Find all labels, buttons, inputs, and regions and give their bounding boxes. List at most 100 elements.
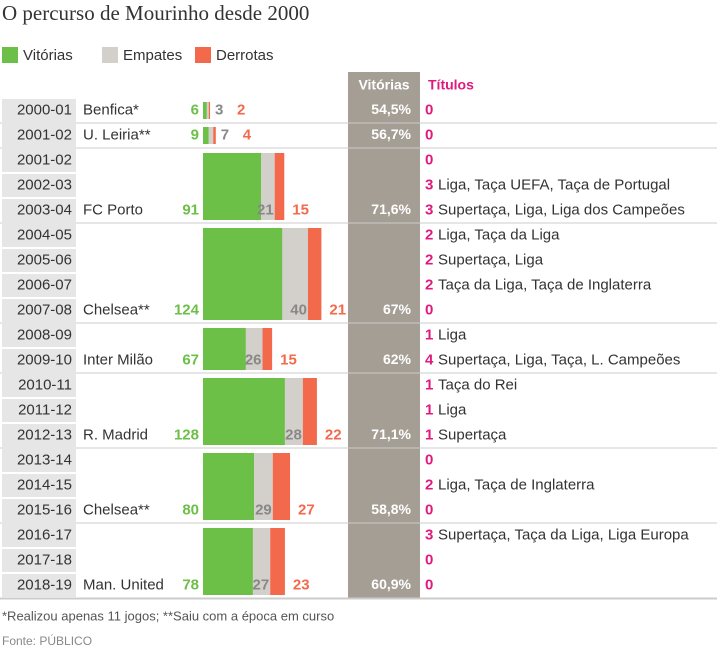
season-cell: [2, 449, 76, 472]
season-cell: [2, 124, 76, 147]
wins-label: 128: [174, 426, 199, 443]
titles-count: 0: [425, 576, 433, 593]
titles-count: 1: [425, 376, 433, 393]
titles-count: 2: [425, 276, 433, 293]
wins-label: 6: [191, 101, 199, 118]
legend-label: Empates: [123, 47, 182, 64]
season-cell: [2, 149, 76, 172]
season-cell: [2, 224, 76, 247]
draws-label: 26: [245, 351, 262, 368]
win-pct: 71,1%: [371, 426, 411, 442]
bar-draws: [261, 153, 275, 220]
season-cell: [2, 249, 76, 272]
titles-count: 0: [425, 126, 433, 143]
losses-label: 15: [280, 351, 297, 368]
titles-count: 4: [425, 351, 434, 368]
draws-label: 7: [221, 126, 229, 143]
titles-list: Liga: [438, 326, 467, 343]
bar-draws: [206, 102, 209, 119]
draws-label: 29: [255, 501, 272, 518]
bar-wins: [203, 453, 255, 520]
titles-count: 0: [425, 151, 433, 168]
draws-label: 3: [215, 101, 223, 118]
bar-wins: [203, 328, 246, 370]
season-cell: [2, 299, 76, 322]
titles-list: Taça do Rei: [438, 376, 517, 393]
titles-count: 2: [425, 476, 433, 493]
losses-label: 21: [329, 301, 346, 318]
bar-draws: [245, 328, 263, 370]
season-cell: [2, 524, 76, 547]
column-header: Títulos: [428, 77, 474, 93]
titles-count: 1: [425, 401, 433, 418]
losses-label: 15: [292, 201, 309, 218]
titles-count: 2: [425, 226, 433, 243]
legend-swatch: [195, 47, 211, 63]
win-pct: 54,5%: [371, 101, 411, 117]
season: 2006-07: [17, 276, 72, 293]
season: 2001-02: [17, 126, 72, 143]
wins-label: 78: [182, 576, 199, 593]
legend-swatch: [102, 47, 118, 63]
win-pct: 71,6%: [371, 201, 411, 217]
draws-label: 28: [285, 426, 302, 443]
win-pct: 56,7%: [371, 126, 411, 142]
titles-list: Supertaça, Liga, Taça, L. Campeões: [438, 351, 680, 368]
titles-count: 0: [425, 101, 433, 118]
legend-swatch: [2, 47, 18, 63]
bar-wins: [203, 378, 285, 445]
titles-list: Liga, Taça da Liga: [438, 226, 560, 243]
titles-count: 2: [425, 251, 433, 268]
season: 2003-04: [17, 201, 72, 218]
season-cell: [2, 474, 76, 497]
season-cell: [2, 574, 76, 597]
season-cell: [2, 549, 76, 572]
titles-count: 0: [425, 451, 433, 468]
season: 2012-13: [17, 426, 72, 443]
bar-losses: [213, 127, 216, 144]
bar-losses: [302, 378, 317, 445]
legend-label: Vitórias: [23, 47, 73, 64]
bar-losses: [274, 153, 285, 220]
bar-losses: [307, 228, 322, 320]
wins-label: 80: [182, 501, 199, 518]
club-name: FC Porto: [83, 201, 143, 218]
titles-list: Supertaça, Liga, Liga dos Campeões: [438, 201, 685, 218]
titles-count: 0: [425, 551, 433, 568]
bar-losses: [272, 453, 291, 520]
losses-label: 2: [237, 101, 245, 118]
season: 2007-08: [17, 301, 72, 318]
season: 2018-19: [17, 576, 72, 593]
losses-label: 4: [243, 126, 252, 143]
season: 2014-15: [17, 476, 72, 493]
titles-count: 0: [425, 501, 433, 518]
bar-draws: [252, 528, 271, 595]
season: 2009-10: [17, 351, 72, 368]
bar-draws: [208, 127, 214, 144]
season: 2001-02: [17, 151, 72, 168]
season: 2008-09: [17, 326, 72, 343]
titles-list: Liga, Taça UEFA, Taça de Portugal: [438, 176, 670, 193]
losses-label: 22: [325, 426, 342, 443]
season-cell: [2, 374, 76, 397]
season-cell: [2, 324, 76, 347]
season: 2013-14: [17, 451, 72, 468]
bar-wins: [203, 102, 207, 119]
titles-count: 1: [425, 326, 433, 343]
season: 2010-11: [18, 376, 72, 393]
win-pct: 60,9%: [371, 576, 411, 592]
win-pct: 58,8%: [371, 501, 411, 517]
club-name: Chelsea**: [83, 501, 150, 518]
season-cell: [2, 424, 76, 447]
season: 2005-06: [17, 251, 72, 268]
season-cell: [2, 199, 76, 222]
losses-label: 27: [298, 501, 315, 518]
club-name: Benfica*: [83, 101, 139, 118]
column-header: Vitórias: [358, 77, 409, 93]
club-name: Man. United: [83, 576, 164, 593]
titles-count: 3: [425, 201, 433, 218]
season-cell: [2, 499, 76, 522]
bar-losses: [270, 528, 285, 595]
bar-wins: [203, 228, 283, 320]
